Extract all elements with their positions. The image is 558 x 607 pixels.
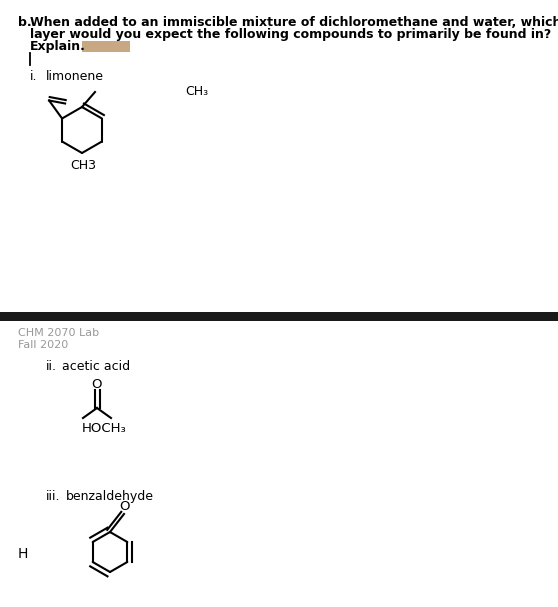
Text: CHM 2070 Lab: CHM 2070 Lab (18, 328, 99, 338)
Text: benzaldehyde: benzaldehyde (66, 490, 154, 503)
FancyBboxPatch shape (0, 312, 558, 321)
Text: CH3: CH3 (70, 159, 96, 172)
Text: iii.: iii. (46, 490, 60, 503)
Text: CH₃: CH₃ (185, 85, 208, 98)
Text: b.: b. (18, 16, 32, 29)
Text: limonene: limonene (46, 70, 104, 83)
Text: ii.: ii. (46, 360, 57, 373)
Text: O: O (92, 378, 102, 391)
Text: layer would you expect the following compounds to primarily be found in?: layer would you expect the following com… (30, 28, 551, 41)
FancyBboxPatch shape (82, 41, 130, 52)
Text: O: O (120, 500, 130, 513)
Text: i.: i. (30, 70, 37, 83)
Text: acetic acid: acetic acid (62, 360, 130, 373)
Text: Explain.: Explain. (30, 40, 86, 53)
Text: H: H (18, 547, 28, 561)
Text: Fall 2020: Fall 2020 (18, 340, 68, 350)
Text: HOCH₃: HOCH₃ (82, 422, 127, 435)
Text: When added to an immiscible mixture of dichloromethane and water, which: When added to an immiscible mixture of d… (30, 16, 558, 29)
